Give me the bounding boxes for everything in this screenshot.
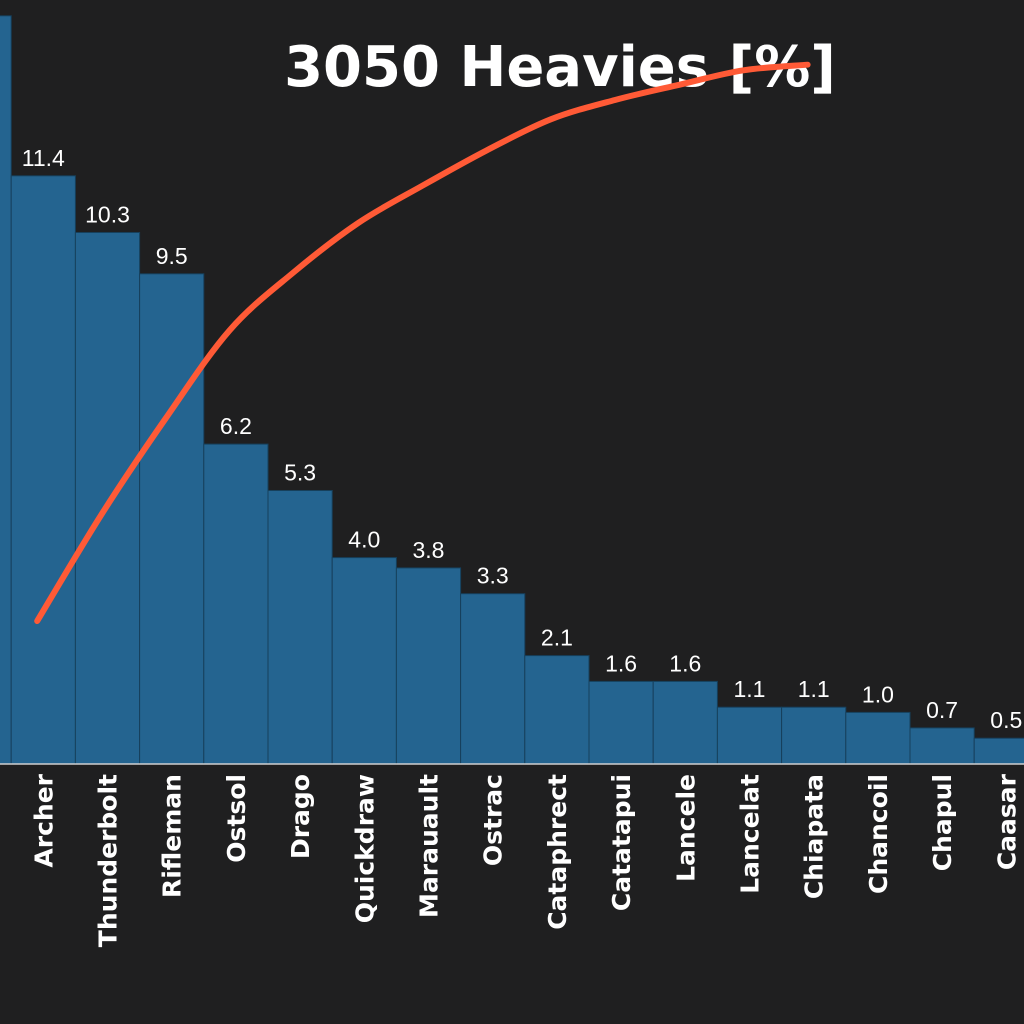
value-label-16: 0.5 (990, 707, 1022, 733)
bar-3 (139, 273, 205, 765)
bar-12 (716, 706, 783, 765)
value-label-13: 1.1 (798, 676, 830, 702)
category-label-11: Lancele (671, 774, 700, 882)
cumulative-percent-line (34, 61, 811, 624)
value-label-15: 0.7 (926, 697, 958, 723)
bar-5 (267, 490, 333, 765)
value-label-8: 3.3 (477, 563, 509, 589)
value-label-11: 1.6 (669, 650, 701, 676)
category-label-group: Archer Thunderbolt Rifleman Ostsol Drago Quic… (29, 773, 1021, 947)
value-label-10: 1.6 (605, 650, 637, 676)
value-label-14: 1.0 (862, 681, 894, 707)
value-label-group: 11.4 10.3 9.5 6.2 5.3 4.0 3.8 3.3 2.1 1.6 1.6 1.1 1.… (22, 145, 1023, 733)
bar-1 (10, 175, 76, 765)
bar-4 (203, 443, 269, 765)
category-label-6: Quickdraw (350, 774, 379, 923)
bar-8 (460, 593, 526, 765)
category-label-7: Marauault (415, 774, 444, 918)
bar-15 (909, 727, 975, 765)
bar-16 (973, 737, 1024, 765)
bar-9 (524, 655, 590, 765)
value-label-12: 1.1 (734, 676, 766, 702)
value-label-6: 4.0 (348, 527, 380, 553)
category-label-15: Chapul (928, 774, 957, 871)
category-label-12: Lancelat (736, 774, 765, 894)
category-label-1: Archer (29, 773, 58, 867)
category-label-3: Rifleman (158, 774, 187, 898)
bar-7 (395, 567, 462, 765)
category-label-5: Drago (286, 774, 315, 859)
bar-6 (331, 557, 397, 765)
category-label-9: Cataphrect (543, 774, 572, 930)
bar-0 (0, 15, 12, 765)
value-label-3: 9.5 (156, 243, 188, 269)
value-label-5: 5.3 (284, 460, 316, 486)
category-label-13: Chiapata (800, 774, 829, 899)
category-label-16: Caasar (992, 773, 1021, 870)
bar-2 (74, 232, 141, 765)
bar-14 (845, 711, 911, 765)
value-label-9: 2.1 (541, 625, 573, 651)
bar-13 (781, 706, 847, 765)
value-label-1: 11.4 (22, 145, 65, 171)
bar-10 (588, 680, 654, 765)
bar-11 (652, 680, 718, 765)
value-label-2: 10.3 (85, 202, 130, 228)
category-label-14: Chancoil (864, 774, 893, 894)
category-label-4: Ostsol (222, 774, 251, 863)
category-label-10: Catatapui (607, 774, 636, 911)
value-label-4: 6.2 (220, 413, 252, 439)
bar-group (0, 15, 1024, 765)
category-label-2: Thunderbolt (94, 774, 123, 947)
value-label-7: 3.8 (413, 537, 445, 563)
category-label-8: Ostrac (479, 774, 508, 866)
